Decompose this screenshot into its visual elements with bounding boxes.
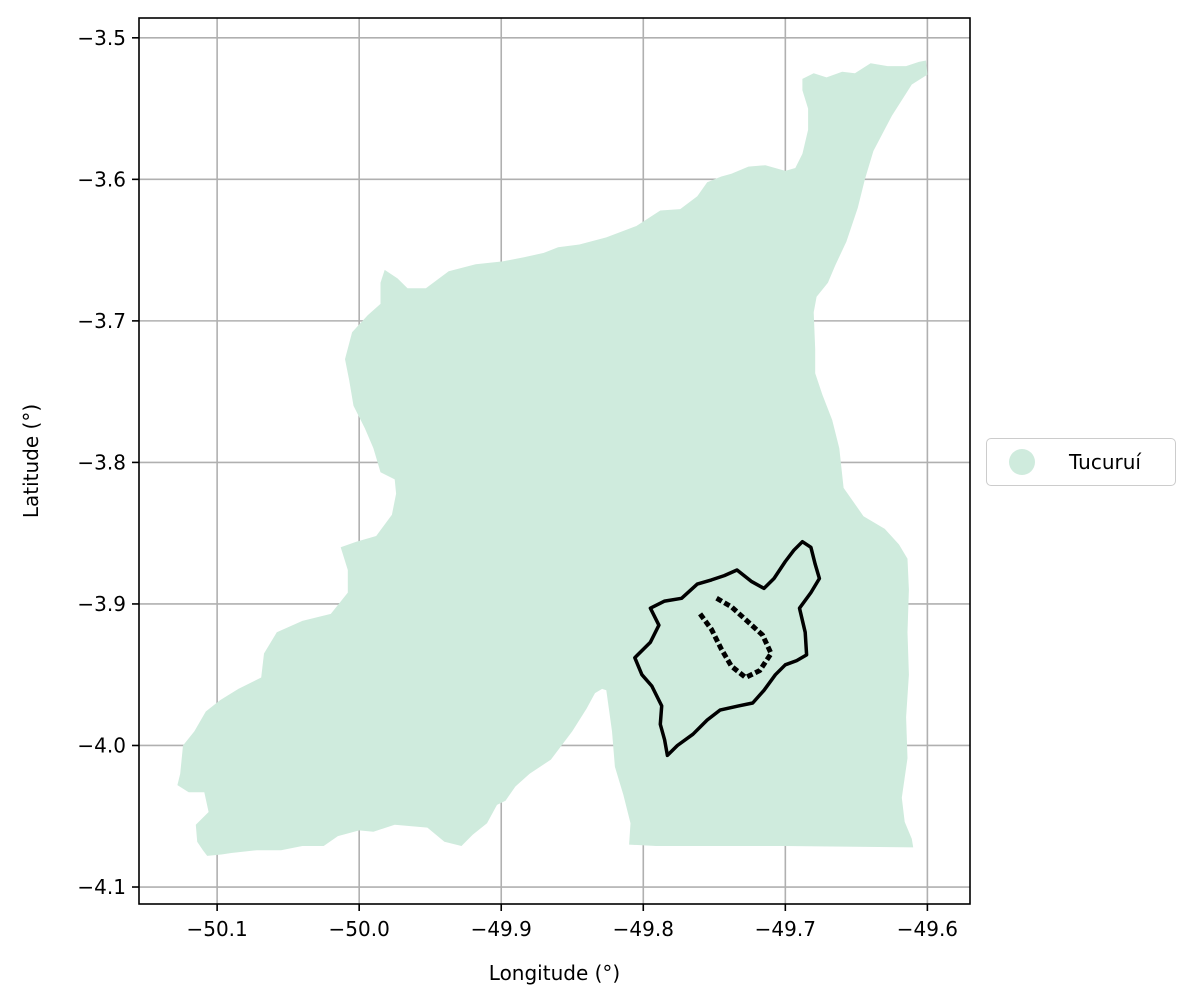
y-tick-label-3: −3.8 <box>77 450 126 474</box>
legend: Tucuruí <box>986 438 1176 486</box>
y-tick-label-4: −3.9 <box>77 592 126 616</box>
y-tick-label-5: −4.0 <box>77 733 126 757</box>
x-tick-label-2: −49.9 <box>471 917 532 941</box>
axis-ticks: −50.1 −50.0 −49.9 −49.8 −49.7 −49.6 −3.5 −3.6 −3… <box>77 26 958 941</box>
y-tick-label-6: −4.1 <box>77 875 126 899</box>
legend-marker-icon <box>1009 449 1035 475</box>
x-tick-label-0: −50.1 <box>186 917 247 941</box>
x-tick-label-5: −49.6 <box>897 917 958 941</box>
reservoir-inner-channels <box>698 594 774 680</box>
legend-label-tucurui: Tucuruí <box>1069 450 1141 474</box>
x-tick-label-3: −49.8 <box>613 917 674 941</box>
tucurui-region <box>177 60 928 856</box>
y-tick-label-1: −3.6 <box>77 167 126 191</box>
x-tick-label-4: −49.7 <box>755 917 816 941</box>
x-tick-label-1: −50.0 <box>329 917 390 941</box>
y-axis-label: Latitude (°) <box>19 404 43 518</box>
plot-frame <box>138 17 971 905</box>
y-tick-label-0: −3.5 <box>77 26 126 50</box>
y-tick-label-2: −3.7 <box>77 309 126 333</box>
reservoir-outline <box>633 539 822 758</box>
x-axis-label: Longitude (°) <box>489 961 620 985</box>
